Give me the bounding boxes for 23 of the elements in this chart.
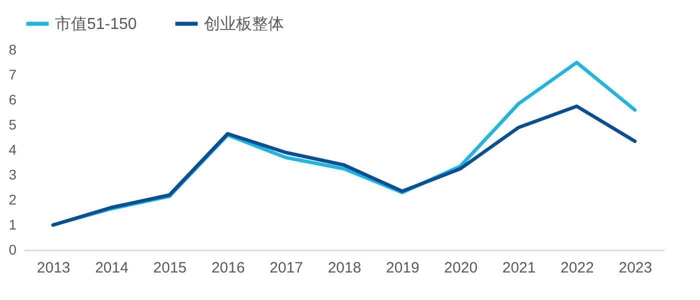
- y-tick-label: 5: [8, 116, 17, 132]
- x-tick-label: 2020: [444, 260, 478, 276]
- x-tick-label: 2022: [560, 260, 594, 276]
- line-series: [51, 104, 637, 227]
- y-tick-label: 6: [8, 92, 17, 108]
- y-tick-label: 8: [8, 42, 17, 58]
- x-tick-label: 2019: [386, 260, 420, 276]
- x-tick-label: 2017: [270, 260, 304, 276]
- y-tick-label: 3: [8, 166, 17, 182]
- y-tick-label: 2: [8, 192, 17, 208]
- x-tick-label: 2015: [153, 260, 187, 276]
- x-tick-label: 2023: [618, 260, 652, 276]
- y-tick-label: 0: [8, 242, 17, 258]
- x-tick-label: 2016: [211, 260, 245, 276]
- x-tick-label: 2013: [36, 260, 70, 276]
- x-tick-label: 2021: [502, 260, 536, 276]
- legend-label: 创业板整体: [204, 14, 284, 33]
- y-tick-label: 1: [8, 216, 17, 232]
- x-tick-label: 2014: [95, 260, 128, 276]
- x-tick-label: 2018: [328, 260, 362, 276]
- legend-label: 市值51-150: [55, 14, 137, 33]
- y-tick-label: 7: [8, 66, 17, 82]
- y-tick-label: 4: [8, 142, 17, 158]
